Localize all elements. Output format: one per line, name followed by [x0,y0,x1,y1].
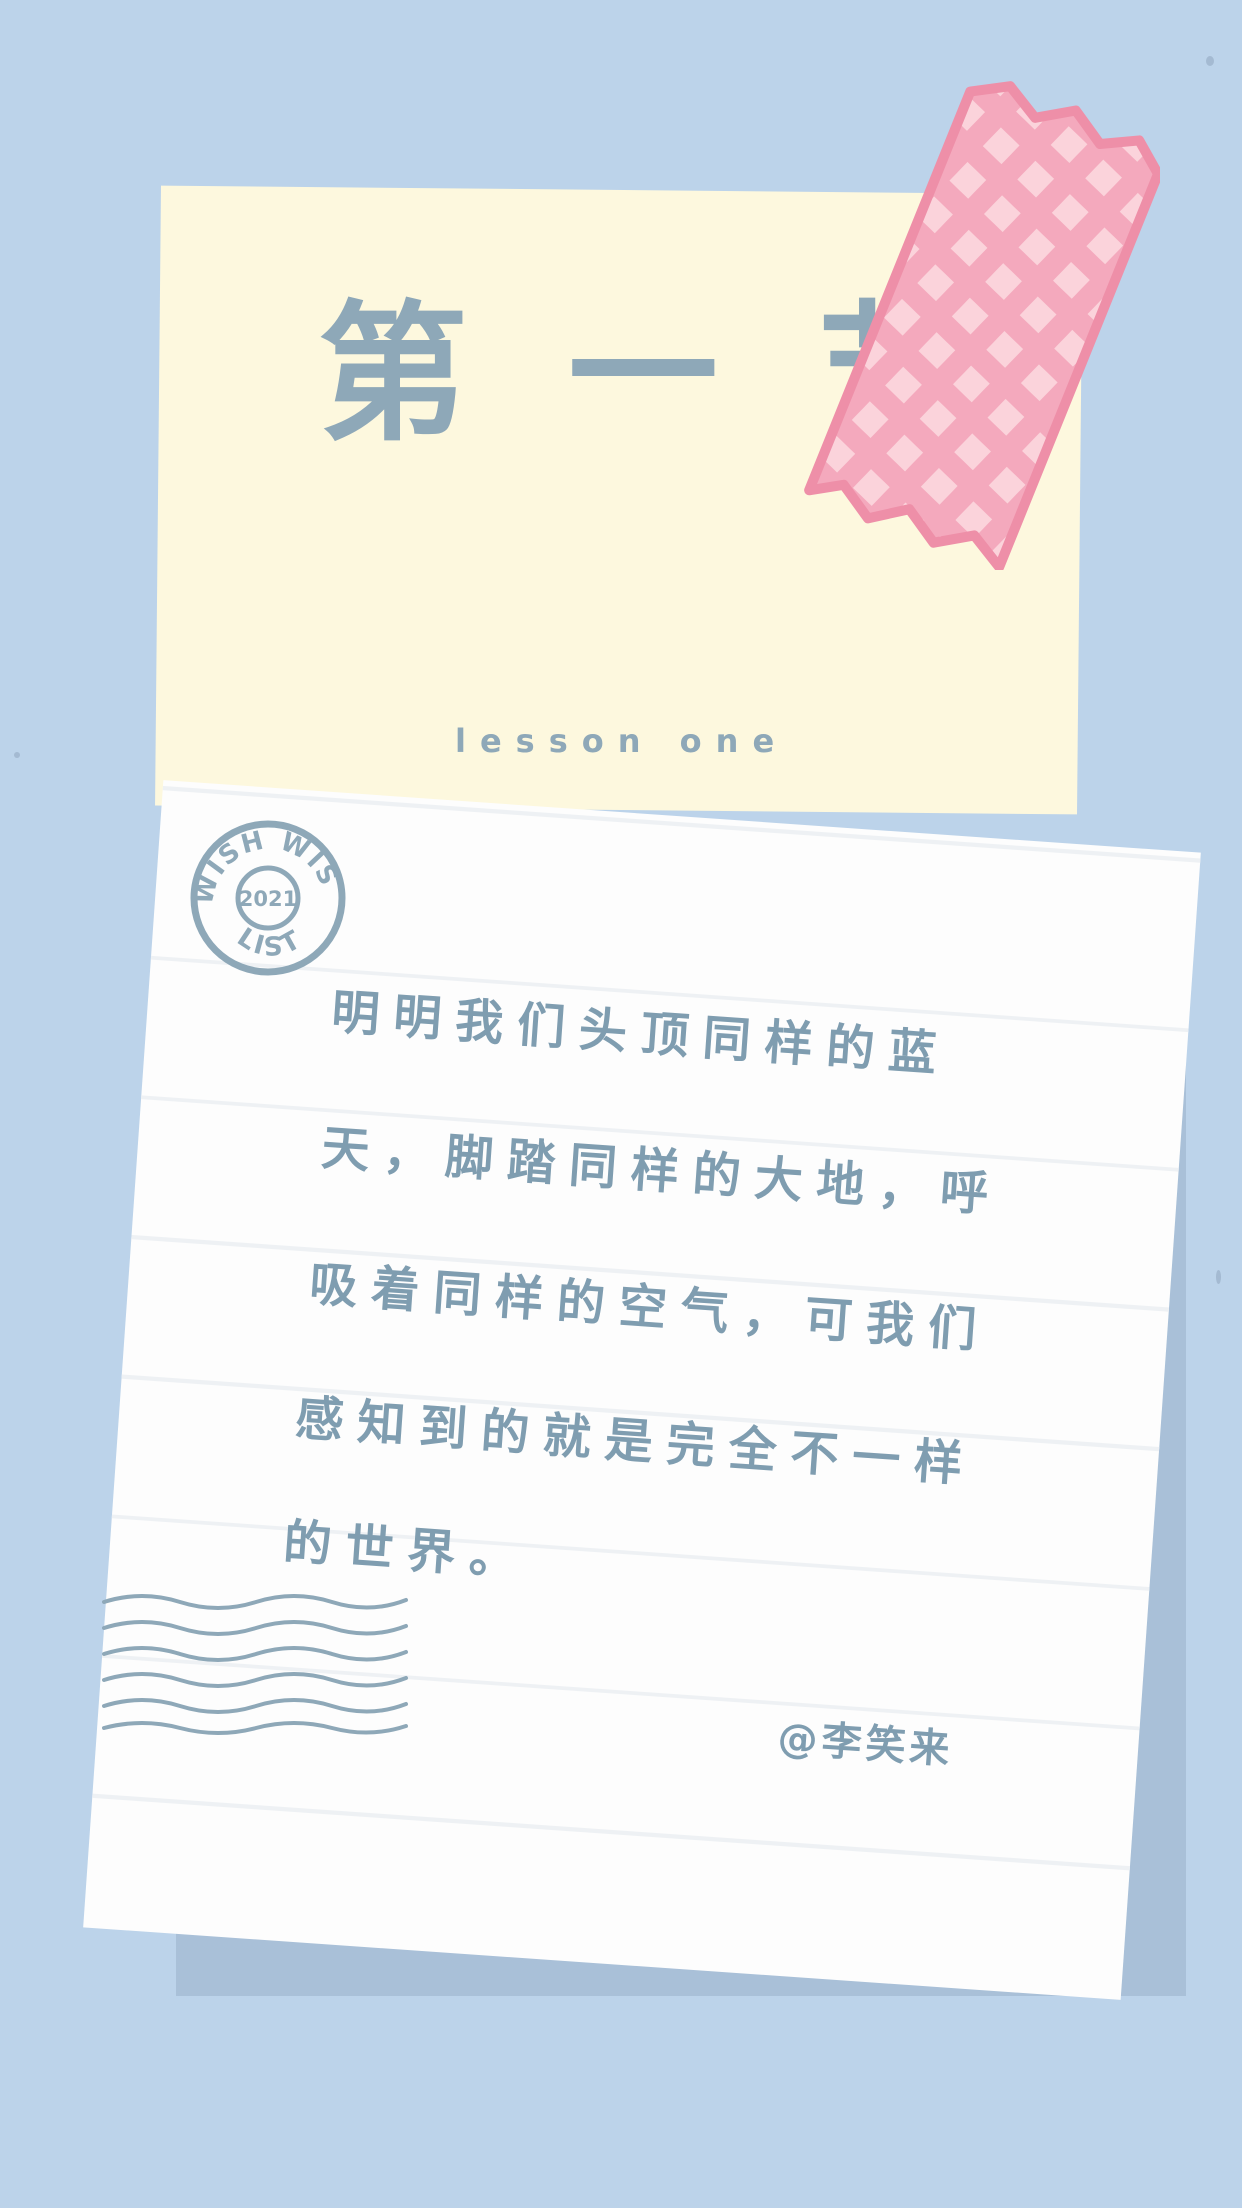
postmark-stamp-icon: WISH WISH LIST 2021 [188,818,346,976]
washi-tape [804,81,1160,570]
wavy-lines-icon [102,1594,408,1735]
background-speck [1206,56,1214,66]
background-speck [14,752,20,758]
stamp-year: 2021 [239,887,297,911]
page-subtitle: lesson one [455,722,789,760]
background-speck [1216,1270,1221,1284]
author-signature: @李笑来 [776,1715,955,1774]
